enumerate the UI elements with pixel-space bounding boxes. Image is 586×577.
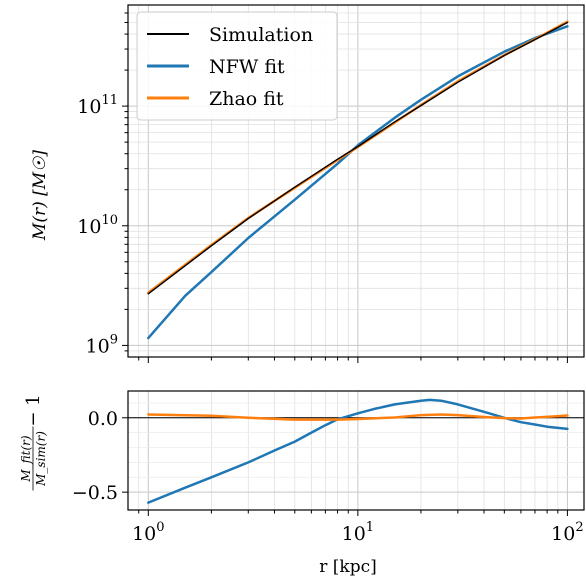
residual-zhao-fit-line	[147, 413, 569, 421]
x-tick-label: 102	[551, 520, 583, 545]
residual-plot-frame	[127, 390, 585, 511]
residual-grid	[128, 391, 584, 510]
residual-panel: 0.0 −0.5 100 101 102 M_fit(r) M_sim(r) − 1 r […	[19, 390, 585, 577]
y-tick-label: −0.5	[72, 482, 118, 504]
residual-label-denominator: M_sim(r)	[34, 431, 48, 487]
y-tick-label: 1010	[77, 213, 118, 238]
legend-label-simulation: Simulation	[209, 24, 313, 46]
x-tick-label: 101	[342, 520, 374, 545]
x-tick-label: 100	[132, 520, 164, 545]
legend-label-nfw-fit: NFW fit	[209, 56, 285, 78]
y-tick-label: 1011	[77, 93, 118, 118]
legend: Simulation NFW fit Zhao fit	[136, 11, 338, 121]
residual-ticks: 0.0 −0.5 100 101 102	[72, 408, 584, 545]
main-plot-frame	[127, 4, 585, 358]
x-axis-label: r [kpc]	[319, 557, 377, 577]
main-ticks: 109 1010 1011	[77, 12, 568, 363]
residual-nfw-fit-line	[147, 398, 569, 504]
main-series	[147, 20, 569, 340]
y-tick-label: 0.0	[88, 408, 118, 430]
residual-label-minus-one: − 1	[23, 394, 44, 426]
residual-series	[147, 398, 569, 504]
y-tick-label: 109	[86, 332, 118, 357]
residual-y-axis-label: M_fit(r) M_sim(r) − 1	[19, 394, 48, 491]
legend-label-zhao-fit: Zhao fit	[209, 88, 284, 110]
main-simulation-line	[147, 21, 569, 295]
legend-frame	[136, 11, 338, 121]
main-y-axis-label: M(r) [M☉]	[30, 150, 50, 241]
residual-label-numerator: M_fit(r)	[19, 435, 33, 483]
main-panel: 109 1010 1011 M(r) [M☉] Simulation NFW fit Z…	[30, 4, 585, 363]
main-nfw-fit-line	[147, 25, 569, 340]
